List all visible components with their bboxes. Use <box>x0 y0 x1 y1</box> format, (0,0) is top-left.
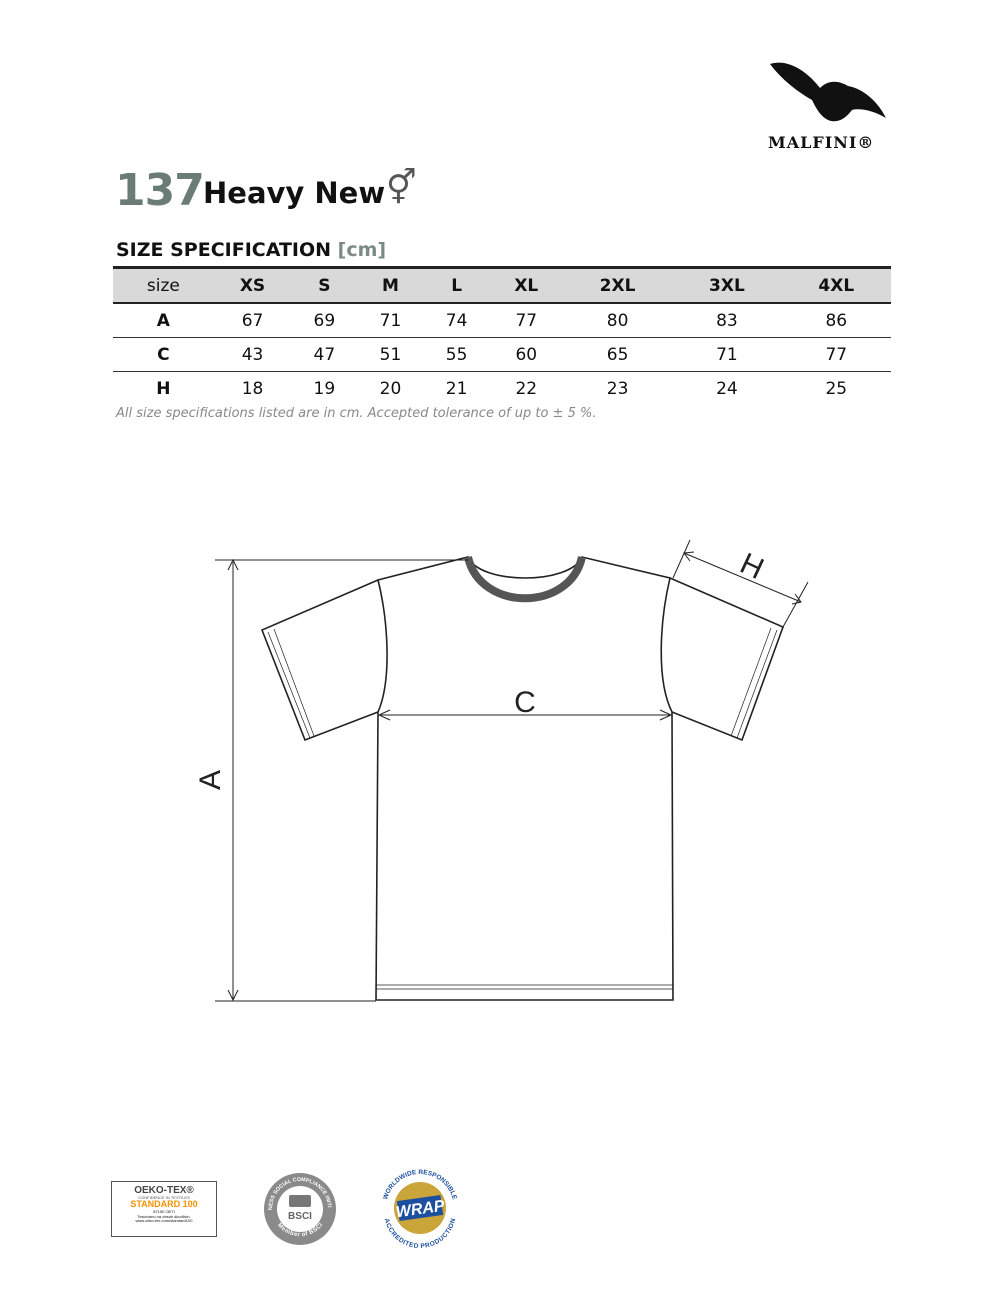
left-sleeve <box>260 579 379 742</box>
product-name: Heavy New <box>203 176 386 210</box>
size-value: 18 <box>241 378 264 399</box>
size-value: 74 <box>445 310 468 331</box>
oeko-standard: STANDARD 100 <box>130 1199 198 1210</box>
size-value: 65 <box>606 344 629 365</box>
spec-unit: [cm] <box>337 239 387 261</box>
size-value: 51 <box>379 344 402 365</box>
size-value: 71 <box>379 310 402 331</box>
size-value: 67 <box>241 310 264 331</box>
right-sleeve <box>669 577 785 742</box>
size-value: 20 <box>379 378 402 399</box>
row-label: C <box>157 344 170 365</box>
size-value: 77 <box>515 310 538 331</box>
size-value: 47 <box>313 344 336 365</box>
col-header: 2XL <box>599 275 636 296</box>
col-header: S <box>318 275 331 296</box>
size-value: 21 <box>445 378 468 399</box>
col-header: XS <box>239 275 266 296</box>
eagle-logo-icon <box>770 62 886 122</box>
col-header: 4XL <box>818 275 855 296</box>
oeko-line2: www.oeko-tex.com/standard100 <box>135 1218 193 1224</box>
size-value: 24 <box>716 378 738 399</box>
col-header: M <box>382 275 399 296</box>
oeko-sub: CONFIDENCE IN TEXTILES <box>138 1195 190 1200</box>
collar-rib <box>464 555 586 603</box>
col-header: size <box>146 275 180 296</box>
size-value: 60 <box>515 344 538 365</box>
unisex-icon: ⚥ <box>386 168 417 208</box>
wrap-label: WRAP <box>395 1198 446 1222</box>
dim-label-h: H <box>735 547 769 586</box>
product-number: 137 <box>115 165 205 216</box>
bsci-logo: BUSINESS SOCIAL COMPLIANCE INITIATIVE Me… <box>262 1171 336 1245</box>
size-value: 80 <box>606 310 629 331</box>
col-header: L <box>451 275 463 296</box>
tshirt-diagram: A C H <box>194 539 809 1002</box>
size-value: 43 <box>241 344 264 365</box>
tshirt-body <box>375 556 674 1001</box>
row-label: H <box>156 378 171 399</box>
bsci-hand-icon <box>289 1195 311 1207</box>
dim-label-c: C <box>514 686 536 719</box>
oeko-tex-logo: OEKO-TEX® CONFIDENCE IN TEXTILES STANDAR… <box>111 1181 217 1237</box>
size-value: 83 <box>716 310 738 331</box>
tolerance-note: All size specifications listed are in cm… <box>116 406 597 421</box>
brand-name: MALFINI® <box>768 133 875 152</box>
oeko-title: OEKO-TEX® <box>134 1185 194 1196</box>
table-row: A 67 69 71 74 77 80 83 86 <box>113 303 891 338</box>
size-value: 22 <box>515 378 538 399</box>
wrap-logo: WORLDWIDE RESPONSIBLE ACCREDITED PRODUCT… <box>382 1169 458 1248</box>
size-value: 77 <box>825 344 848 365</box>
col-header: 3XL <box>709 275 745 296</box>
row-label: A <box>156 310 170 331</box>
oeko-code: 87150 OETI <box>153 1209 175 1215</box>
oeko-line1: Testováno na obsah škodlivin. <box>137 1213 191 1219</box>
table-row: H 18 19 20 21 22 23 24 25 <box>113 372 891 406</box>
dim-label-a: A <box>194 770 227 790</box>
section-title: SIZE SPECIFICATION [cm] <box>116 239 386 261</box>
table-row: C 43 47 51 55 60 65 71 77 <box>113 338 891 372</box>
size-value: 19 <box>313 378 336 399</box>
spec-title: SIZE SPECIFICATION <box>116 239 332 261</box>
size-value: 25 <box>825 378 848 399</box>
col-header: XL <box>514 275 539 296</box>
size-value: 55 <box>445 344 468 365</box>
size-value: 86 <box>825 310 848 331</box>
size-value: 23 <box>606 378 629 399</box>
size-value: 71 <box>716 344 738 365</box>
size-table: size XS S M L XL 2XL 3XL 4XL A 67 69 71 74 77… <box>113 266 891 405</box>
bsci-label: BSCI <box>288 1211 312 1222</box>
size-value: 69 <box>313 310 336 331</box>
table-header-row: size XS S M L XL 2XL 3XL 4XL <box>113 267 891 303</box>
